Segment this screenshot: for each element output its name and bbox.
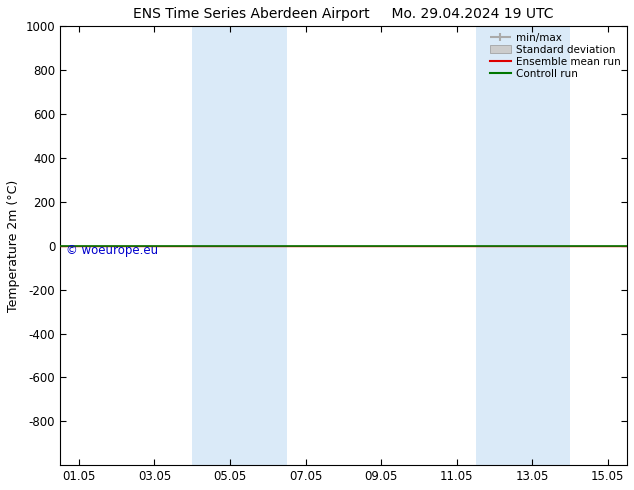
Title: ENS Time Series Aberdeen Airport     Mo. 29.04.2024 19 UTC: ENS Time Series Aberdeen Airport Mo. 29.… <box>133 7 553 21</box>
Bar <box>192 26 287 465</box>
Y-axis label: Temperature 2m (°C): Temperature 2m (°C) <box>7 180 20 312</box>
Bar <box>476 26 570 465</box>
Text: © woeurope.eu: © woeurope.eu <box>66 244 158 257</box>
Legend: min/max, Standard deviation, Ensemble mean run, Controll run: min/max, Standard deviation, Ensemble me… <box>486 28 624 83</box>
